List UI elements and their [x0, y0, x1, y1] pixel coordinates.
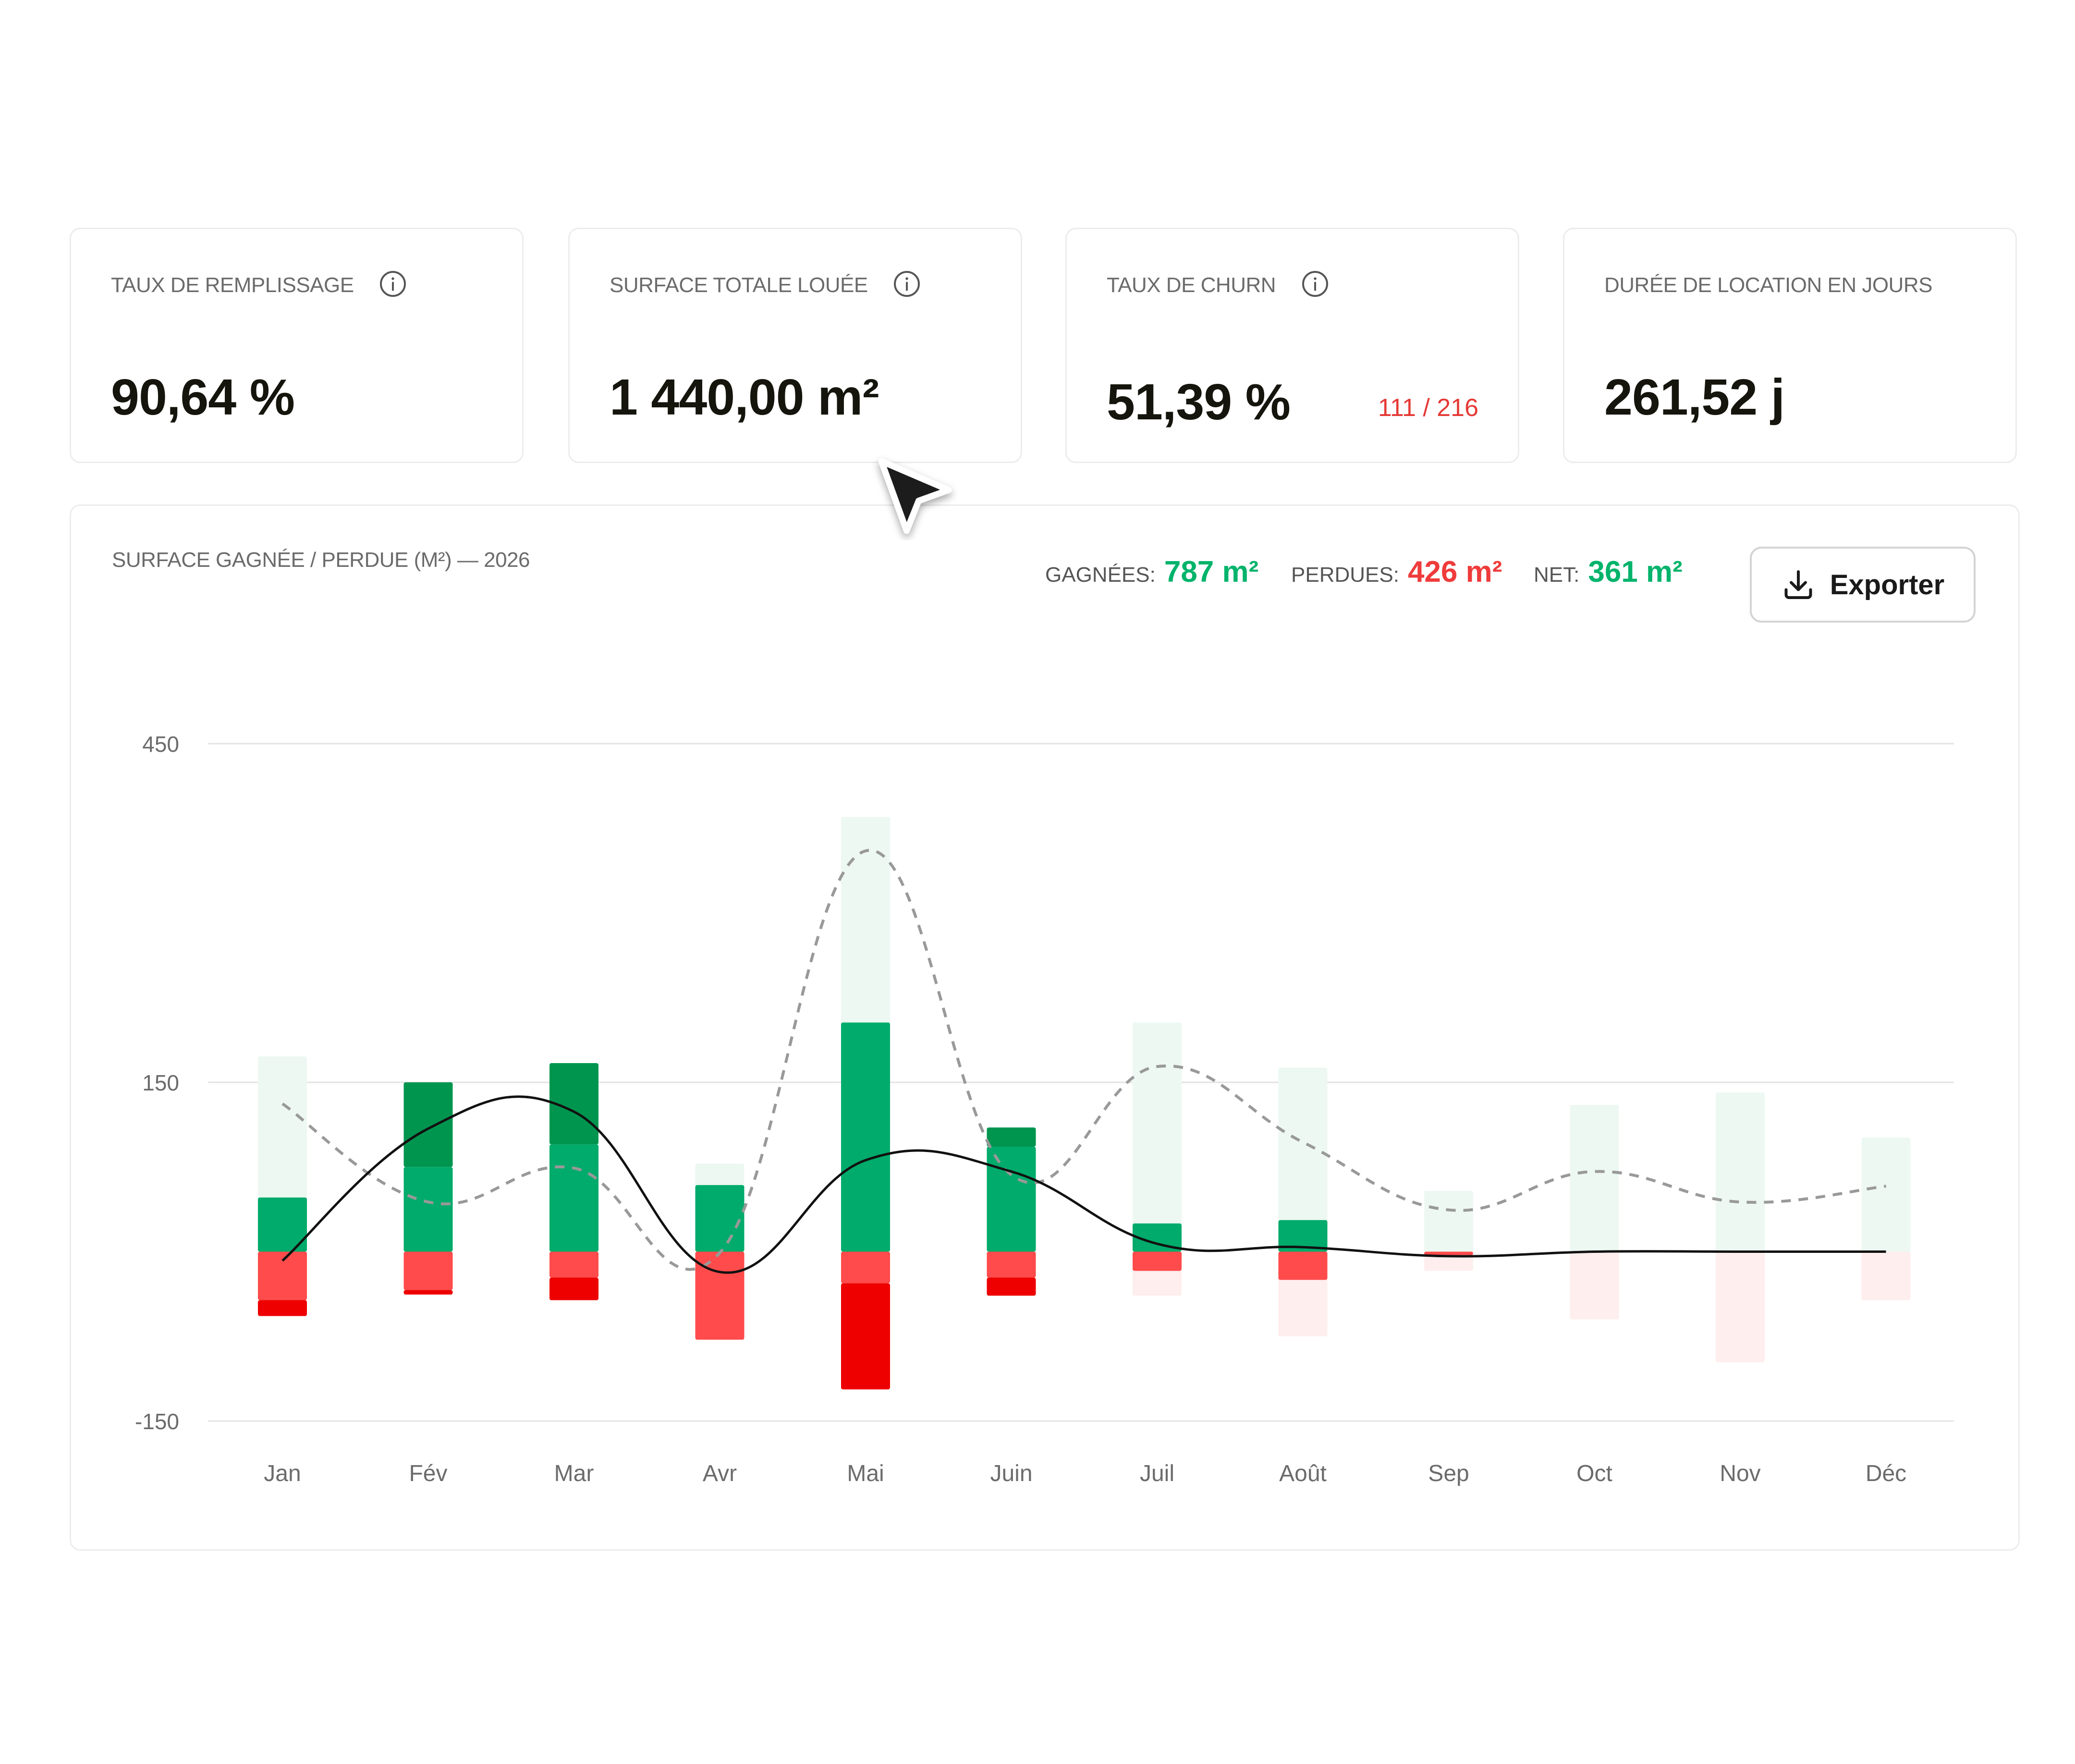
bar-lost-secondary — [549, 1277, 598, 1300]
chart-svg: 450 150 -150 Jan Fév Mar Avr Mai Juin Juil Août Sep… — [135, 732, 1954, 1486]
kpi-value: 90,64 % — [111, 369, 295, 426]
kpi-value: 51,39 % — [1107, 374, 1291, 430]
x-tick-label: Juin — [990, 1461, 1032, 1486]
bar-gained — [1278, 1220, 1328, 1252]
export-button[interactable]: Exporter — [1750, 547, 1976, 623]
bar-gained-faint — [1861, 1138, 1911, 1252]
bar-gained-faint — [1278, 1067, 1328, 1252]
bar-gained — [841, 1022, 890, 1252]
chart-card: 450 150 -150 Jan Fév Mar Avr Mai Juin Juil Août Sep… — [70, 504, 2020, 1551]
stat-net-value: 361 m² — [1588, 555, 1683, 588]
bar-lost — [841, 1251, 890, 1284]
x-tick-label: Jan — [264, 1461, 301, 1486]
y-tick-label: 150 — [142, 1070, 179, 1095]
export-label: Exporter — [1830, 569, 1945, 600]
stat-net: NET: 361 m² — [1534, 555, 1683, 589]
kpi-value: 1 440,00 m² — [610, 369, 879, 426]
bar-lost — [1278, 1251, 1328, 1280]
bar-gained-faint — [1424, 1190, 1473, 1252]
stat-gained: GAGNÉES: 787 m² — [1045, 555, 1258, 589]
info-icon[interactable] — [1301, 270, 1330, 298]
bar-gained-faint — [1133, 1022, 1182, 1252]
bar-lost — [1424, 1251, 1473, 1255]
download-icon — [1784, 570, 1812, 599]
x-tick-label: Sep — [1428, 1461, 1469, 1486]
bar-lost — [258, 1251, 307, 1300]
mouse-cursor-icon — [878, 458, 952, 534]
x-tick-label: Juil — [1140, 1461, 1174, 1486]
bar-lost-faint — [1716, 1251, 1765, 1362]
bar-gained-faint — [1570, 1105, 1619, 1252]
bar-lost-faint — [1570, 1251, 1619, 1320]
x-tick-label: Fév — [409, 1461, 447, 1486]
bar-lost-secondary — [258, 1300, 307, 1316]
stat-lost-label: PERDUES: — [1291, 563, 1399, 587]
kpi-value: 261,52 j — [1604, 369, 1785, 426]
bar-lost-secondary — [841, 1283, 890, 1390]
info-icon[interactable] — [378, 270, 407, 298]
kpi-card-fill-rate: TAUX DE REMPLISSAGE 90,64 % — [70, 228, 524, 463]
bar-lost-secondary — [403, 1290, 453, 1295]
bar-lost — [1133, 1251, 1182, 1271]
kpi-label: DURÉE DE LOCATION EN JOURS — [1604, 273, 1932, 297]
bar-gained — [258, 1197, 307, 1252]
stat-gained-label: GAGNÉES: — [1045, 563, 1156, 587]
stat-gained-value: 787 m² — [1164, 555, 1259, 588]
bar-lost — [549, 1251, 598, 1278]
y-tick-label: 450 — [142, 732, 179, 757]
kpi-card-total-area: SURFACE TOTALE LOUÉE 1 440,00 m² — [568, 228, 1022, 463]
bar-gained-faint — [1716, 1092, 1765, 1252]
kpi-label: SURFACE TOTALE LOUÉE — [610, 270, 921, 298]
bar-gained — [403, 1167, 453, 1252]
bar-lost — [403, 1251, 453, 1290]
x-tick-label: Août — [1279, 1461, 1327, 1486]
chart-title: SURFACE GAGNÉE / PERDUE (M²) — 2026 — [112, 548, 530, 572]
x-tick-label: Mai — [847, 1461, 884, 1486]
stat-lost: PERDUES: 426 m² — [1291, 555, 1502, 589]
bar-gained — [1133, 1223, 1182, 1252]
bar-lost-secondary — [987, 1277, 1036, 1296]
y-tick-label: -150 — [135, 1409, 179, 1434]
x-tick-label: Mar — [554, 1461, 594, 1486]
kpi-card-rental-duration: DURÉE DE LOCATION EN JOURS 261,52 j — [1563, 228, 2017, 463]
net-line — [281, 1095, 1886, 1274]
bar-lost-faint — [1861, 1251, 1911, 1300]
stat-net-label: NET: — [1534, 563, 1580, 587]
info-icon[interactable] — [892, 270, 921, 298]
bar-gained-secondary — [403, 1082, 453, 1167]
bar-gained — [987, 1146, 1036, 1252]
bar-gained-secondary — [549, 1063, 598, 1145]
kpi-label: TAUX DE CHURN — [1107, 270, 1330, 298]
stat-lost-value: 426 m² — [1407, 555, 1502, 588]
churn-ratio: 111 / 216 — [1378, 394, 1478, 422]
x-tick-label: Avr — [703, 1461, 737, 1486]
x-tick-label: Déc — [1866, 1461, 1906, 1486]
bar-gained — [549, 1144, 598, 1252]
x-tick-label: Nov — [1720, 1461, 1760, 1486]
bar-lost — [695, 1251, 745, 1340]
kpi-label: TAUX DE REMPLISSAGE — [111, 270, 407, 298]
trend-line-dashed — [281, 849, 1886, 1271]
x-tick-label: Oct — [1576, 1461, 1612, 1486]
bar-gained-secondary — [987, 1127, 1036, 1147]
bar-gained — [695, 1185, 745, 1252]
bar-lost — [987, 1251, 1036, 1278]
kpi-card-churn: TAUX DE CHURN 51,39 % 111 / 216 — [1065, 228, 1519, 463]
